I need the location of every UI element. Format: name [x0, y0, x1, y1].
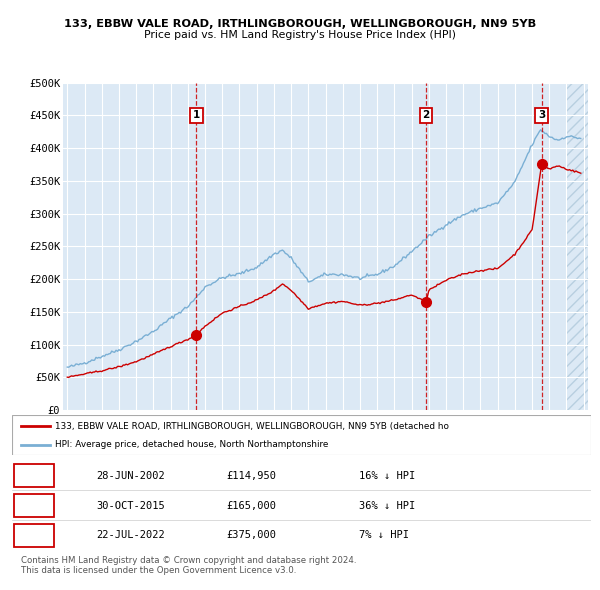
Text: £165,000: £165,000 [226, 500, 276, 510]
Text: 28-JUN-2002: 28-JUN-2002 [96, 471, 165, 481]
Text: HPI: Average price, detached house, North Northamptonshire: HPI: Average price, detached house, Nort… [55, 440, 329, 449]
FancyBboxPatch shape [14, 464, 54, 487]
Text: 133, EBBW VALE ROAD, IRTHLINGBOROUGH, WELLINGBOROUGH, NN9 5YB (detached ho: 133, EBBW VALE ROAD, IRTHLINGBOROUGH, WE… [55, 422, 449, 431]
Text: 7% ↓ HPI: 7% ↓ HPI [359, 530, 409, 540]
Text: 3: 3 [31, 530, 38, 540]
Text: 30-OCT-2015: 30-OCT-2015 [96, 500, 165, 510]
Bar [566, 83, 588, 410]
Text: 2: 2 [31, 500, 38, 510]
Bar [566, 83, 588, 410]
Text: 1: 1 [193, 110, 200, 120]
Text: Price paid vs. HM Land Registry's House Price Index (HPI): Price paid vs. HM Land Registry's House … [144, 30, 456, 40]
Text: 1: 1 [31, 471, 38, 481]
Text: Contains HM Land Registry data © Crown copyright and database right 2024.
This d: Contains HM Land Registry data © Crown c… [21, 556, 356, 575]
Text: 16% ↓ HPI: 16% ↓ HPI [359, 471, 416, 481]
Text: £114,950: £114,950 [226, 471, 276, 481]
Text: 36% ↓ HPI: 36% ↓ HPI [359, 500, 416, 510]
Text: 22-JUL-2022: 22-JUL-2022 [96, 530, 165, 540]
Text: 3: 3 [538, 110, 545, 120]
Text: £375,000: £375,000 [226, 530, 276, 540]
Text: 133, EBBW VALE ROAD, IRTHLINGBOROUGH, WELLINGBOROUGH, NN9 5YB: 133, EBBW VALE ROAD, IRTHLINGBOROUGH, WE… [64, 19, 536, 29]
Text: 2: 2 [422, 110, 430, 120]
FancyBboxPatch shape [14, 524, 54, 547]
FancyBboxPatch shape [14, 494, 54, 517]
